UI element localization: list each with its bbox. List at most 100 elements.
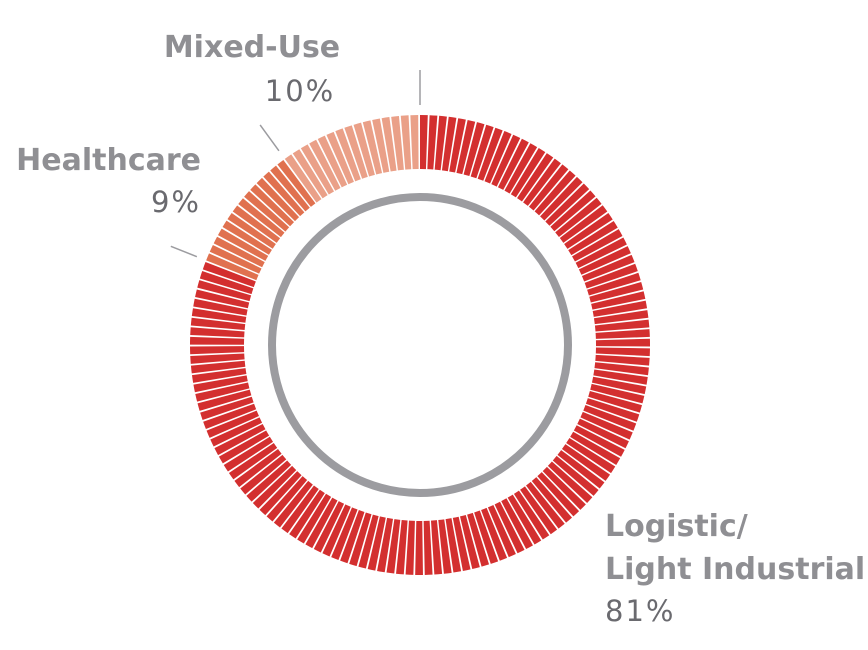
slice-stripe bbox=[581, 254, 635, 282]
slice-stripe bbox=[340, 510, 365, 564]
slice-stripe bbox=[587, 272, 641, 296]
slice-stripe bbox=[585, 398, 640, 422]
slice-stripe bbox=[222, 220, 272, 255]
slice-stripe bbox=[534, 170, 576, 216]
slice-stripe bbox=[227, 212, 276, 249]
slice-stripe bbox=[594, 319, 650, 332]
slice-stripe bbox=[542, 466, 586, 510]
slice-stripe bbox=[513, 490, 550, 540]
slice-stripe bbox=[197, 389, 252, 411]
slice-value-logistic: 81% bbox=[605, 594, 675, 628]
slice-stripe bbox=[292, 149, 328, 199]
slice-stripe bbox=[427, 115, 438, 170]
slice-stripe bbox=[313, 501, 345, 553]
donut-segments bbox=[190, 115, 650, 575]
slice-stripe bbox=[244, 191, 290, 232]
slice-stripe bbox=[540, 176, 583, 221]
slice-stripe bbox=[572, 229, 623, 262]
slice-stripe bbox=[396, 520, 408, 575]
slice-stripe bbox=[561, 444, 611, 481]
slice-stripe bbox=[593, 310, 649, 325]
slice-stripe bbox=[252, 465, 297, 509]
slice-stripe bbox=[344, 125, 368, 179]
slice-stripe bbox=[410, 115, 419, 170]
slice-stripe bbox=[372, 118, 390, 173]
slice-stripe bbox=[190, 336, 245, 345]
slice-stripe bbox=[595, 354, 650, 366]
slice-stripe bbox=[568, 220, 618, 256]
slice-stripe bbox=[420, 115, 428, 170]
slice-stripe bbox=[445, 518, 462, 573]
slice-stripe bbox=[367, 516, 386, 571]
slice-stripe bbox=[281, 485, 319, 534]
slice-stripe bbox=[487, 504, 516, 558]
slice-stripe bbox=[228, 442, 278, 480]
slice-stripe bbox=[331, 507, 358, 561]
slice-stripe bbox=[266, 476, 308, 522]
slice-stripe bbox=[191, 308, 247, 323]
slice-stripe bbox=[259, 471, 302, 516]
slice-stripe bbox=[467, 512, 490, 567]
slice-stripe bbox=[300, 144, 335, 195]
slice-stripe bbox=[504, 143, 538, 194]
slice-stripe bbox=[484, 131, 512, 184]
slice-stripe bbox=[575, 237, 627, 269]
slice-stripe bbox=[564, 212, 613, 249]
slice-stripe bbox=[590, 383, 645, 404]
slice-stripe bbox=[190, 327, 245, 338]
slice-stripe bbox=[507, 494, 542, 545]
slice-stripe bbox=[234, 448, 282, 488]
slice-stripe bbox=[595, 338, 650, 347]
slice-stripe bbox=[206, 410, 259, 438]
slice-label-logistic-line2: Light Industrial bbox=[605, 552, 865, 587]
slice-label-mixed-use: Mixed-Use bbox=[164, 30, 340, 65]
slice-stripe bbox=[202, 262, 256, 288]
slice-stripe bbox=[438, 519, 452, 574]
slice-stripe bbox=[423, 520, 433, 575]
slice-0 bbox=[190, 115, 650, 575]
slice-stripe bbox=[595, 329, 650, 339]
slice-1 bbox=[206, 159, 316, 281]
slice-stripe bbox=[277, 159, 316, 207]
slice-stripe bbox=[203, 403, 257, 430]
slice-stripe bbox=[577, 418, 629, 449]
slice-stripe bbox=[217, 228, 269, 261]
slice-stripe bbox=[200, 396, 254, 421]
slice-stripe bbox=[386, 519, 401, 574]
slice-stripe bbox=[190, 346, 245, 355]
leader-line-healthcare-mixed bbox=[259, 124, 280, 152]
slice-stripe bbox=[197, 280, 252, 302]
inner-ring bbox=[268, 193, 572, 497]
slice-stripe bbox=[580, 411, 633, 440]
slice-stripe bbox=[537, 472, 580, 517]
leader-lines bbox=[170, 70, 421, 258]
slice-stripe bbox=[523, 158, 561, 206]
slice-stripe bbox=[441, 116, 457, 172]
slice-stripe bbox=[391, 115, 404, 171]
slice-stripe bbox=[232, 205, 281, 243]
slice-stripe bbox=[353, 122, 375, 177]
slice-stripe bbox=[191, 368, 247, 383]
slice-stripe bbox=[250, 184, 295, 227]
slice-stripe bbox=[481, 507, 508, 561]
leader-line-logistic-healthcare bbox=[170, 245, 198, 258]
slice-stripe bbox=[591, 376, 647, 395]
slice-stripe bbox=[591, 291, 646, 310]
slice-stripe bbox=[218, 430, 270, 464]
slice-stripe bbox=[497, 138, 529, 190]
slice-stripe bbox=[193, 375, 248, 393]
slice-stripe bbox=[240, 454, 287, 495]
slice-2 bbox=[284, 115, 419, 203]
slice-stripe bbox=[213, 236, 265, 268]
slice-stripe bbox=[588, 391, 642, 413]
slice-stripe bbox=[238, 198, 285, 238]
slice-stripe bbox=[214, 423, 266, 456]
slice-stripe bbox=[434, 115, 447, 171]
slice-stripe bbox=[195, 382, 250, 402]
slice-stripe bbox=[362, 120, 383, 175]
slice-stripe bbox=[547, 461, 593, 504]
slice-stripe bbox=[531, 477, 573, 523]
slice-stripe bbox=[305, 497, 338, 549]
slice-stripe bbox=[583, 405, 637, 431]
